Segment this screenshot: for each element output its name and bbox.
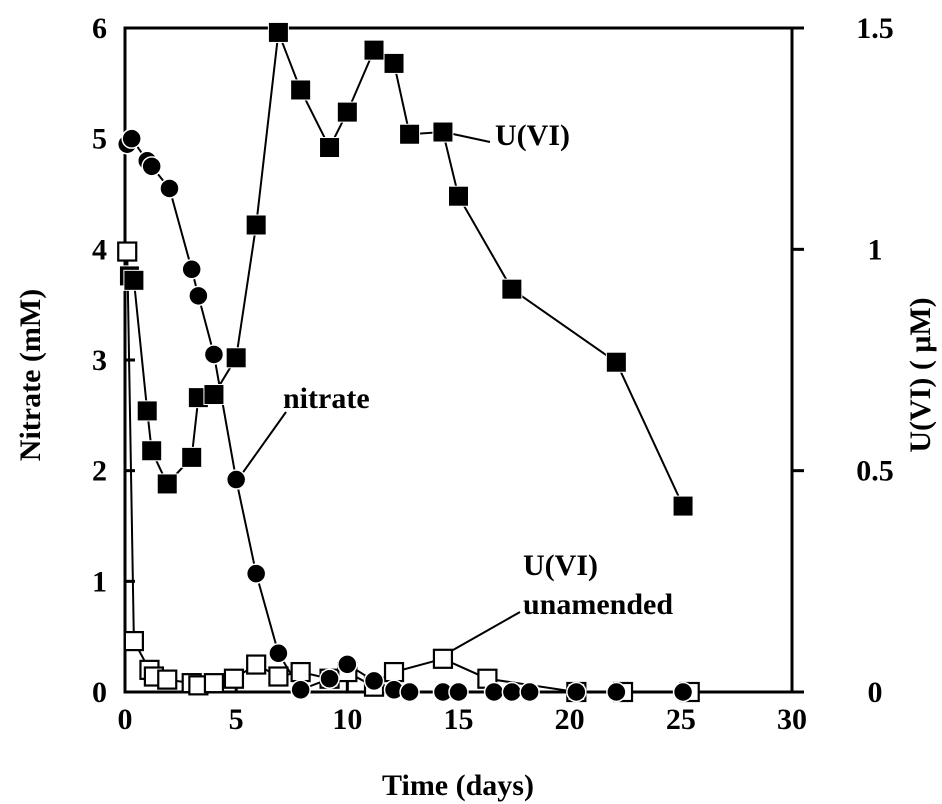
nitrate-point xyxy=(203,344,225,365)
x-tick-label: 20 xyxy=(555,703,585,736)
uvi-point xyxy=(267,21,289,43)
nitrate-point xyxy=(225,469,247,490)
uvi-unamended-point xyxy=(123,630,144,652)
nitrate-point xyxy=(501,681,523,703)
y-right-tick-label: 0.5 xyxy=(856,455,894,488)
uvi-point xyxy=(363,39,385,61)
annotation-uvi-leader xyxy=(452,133,491,143)
uvi-point xyxy=(605,351,627,373)
y-left-tick-label: 1 xyxy=(92,565,107,598)
nitrate-point xyxy=(399,681,420,703)
annotation-uvi: U(VI) xyxy=(495,119,570,152)
uvi-unamended-point xyxy=(432,648,454,669)
nitrate-point xyxy=(483,681,505,703)
uvi-unamended-point xyxy=(117,241,138,262)
y-axis-title-left: Nitrate (mM) xyxy=(14,289,47,461)
y-right-tick-label: 1.5 xyxy=(856,12,894,45)
uvi-unamended-point xyxy=(290,661,311,683)
annotation-uvi-unamended-line2: unamended xyxy=(523,588,673,621)
x-tick-label: 30 xyxy=(777,703,807,736)
uvi-unamended-point xyxy=(223,668,245,689)
y-left-tick-label: 3 xyxy=(92,344,107,377)
y-left-tick-label: 5 xyxy=(92,123,107,156)
nitrate-point xyxy=(319,668,340,689)
uvi-point xyxy=(123,269,145,291)
uvi-point xyxy=(136,400,158,422)
uvi-point xyxy=(336,101,358,123)
nitrate-point xyxy=(268,643,289,664)
x-tick-label: 10 xyxy=(332,703,362,736)
series-markers xyxy=(116,21,700,703)
uvi-point xyxy=(141,440,163,462)
uvi-unamended-point xyxy=(268,666,289,687)
x-tick-label: 15 xyxy=(444,703,474,736)
x-axis-title: Time (days) xyxy=(382,769,534,802)
uvi-point xyxy=(245,214,267,236)
y-left-tick-label: 4 xyxy=(92,233,107,266)
y-left-tick-label: 2 xyxy=(92,455,107,488)
nitrate-point xyxy=(121,128,142,149)
annotation-uvi-unamended-line1: U(VI) xyxy=(523,549,598,582)
tick-labels: 0 5 10 15 20 25 30 0 1 2 3 4 5 6 0 0.5 1 1.5 xyxy=(92,12,894,736)
y-left-tick-label: 0 xyxy=(92,676,107,709)
nitrate-point xyxy=(245,563,267,584)
uvi-unamended-series-line xyxy=(126,251,690,693)
x-tick-label: 25 xyxy=(666,703,696,736)
nitrate-point xyxy=(363,670,385,692)
uvi-point xyxy=(399,123,421,145)
uvi-point xyxy=(448,185,469,207)
uvi-point xyxy=(290,79,312,101)
nitrate-point xyxy=(181,259,202,280)
nitrate-point xyxy=(448,681,469,703)
uvi-point xyxy=(181,446,203,468)
y-right-tick-label: 1 xyxy=(868,233,883,266)
uvi-point xyxy=(203,384,225,406)
uvi-unamended-point xyxy=(203,673,225,694)
annotation-leaders xyxy=(241,133,521,653)
x-tick-label: 0 xyxy=(118,703,133,736)
nitrate-point xyxy=(188,285,209,307)
uvi-point xyxy=(672,495,694,517)
nitrate-point xyxy=(519,681,540,703)
nitrate-point xyxy=(290,679,311,701)
annotation-nitrate: nitrate xyxy=(283,382,370,415)
plot-frame xyxy=(123,26,794,694)
annotation-uvi-unamended-leader xyxy=(449,611,521,653)
uvi-series-line xyxy=(128,32,684,507)
uvi-unamended-point xyxy=(157,669,178,690)
nitrate-point xyxy=(337,654,358,675)
uvi-point xyxy=(225,347,247,369)
nitrate-point xyxy=(566,681,587,703)
uvi-unamended-point xyxy=(383,661,405,683)
x-tick-label: 5 xyxy=(229,703,244,736)
nitrate-point xyxy=(606,681,627,703)
uvi-point xyxy=(319,137,341,159)
uvi-point xyxy=(501,278,523,300)
uvi-point xyxy=(156,473,178,495)
nitrate-point xyxy=(159,178,180,199)
nitrate-point xyxy=(672,681,694,703)
uvi-unamended-point xyxy=(246,654,267,675)
nitrate-point xyxy=(141,156,162,177)
y-right-tick-label: 0 xyxy=(868,676,883,709)
annotation-nitrate-leader xyxy=(241,411,287,475)
y-axis-title-right: U(VI) ( μM) xyxy=(904,297,937,452)
y-left-tick-label: 6 xyxy=(92,12,107,45)
uvi-point xyxy=(383,52,405,74)
uvi-point xyxy=(432,121,454,143)
